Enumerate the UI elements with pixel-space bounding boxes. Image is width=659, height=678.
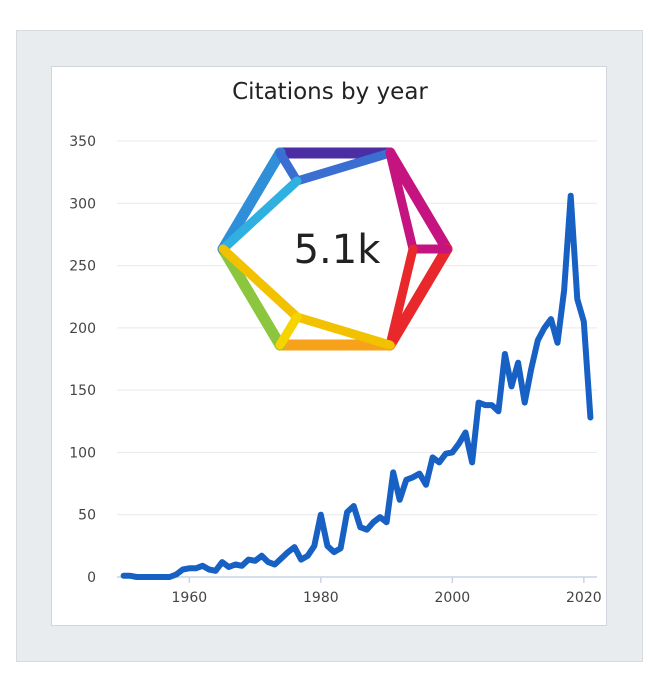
y-tick-label: 250 bbox=[69, 259, 96, 275]
series-line bbox=[120, 192, 594, 580]
series-layer bbox=[120, 192, 594, 580]
y-tick-label: 200 bbox=[69, 321, 96, 337]
badge-facet bbox=[218, 176, 302, 254]
y-tick-label: 100 bbox=[69, 445, 96, 461]
badge-hexagon-icon bbox=[217, 147, 453, 351]
citation-badge: 5.1k bbox=[217, 147, 453, 351]
chart-card: 5.1k 0 50 100 150 200 250 300 350 1960 1980 2000 2… bbox=[51, 66, 607, 626]
badge-edge bbox=[384, 147, 453, 255]
badge-facet bbox=[385, 244, 418, 350]
y-tick-label: 300 bbox=[69, 196, 96, 212]
chart-title: Citations by year bbox=[232, 79, 428, 105]
y-tick-label: 0 bbox=[87, 570, 96, 586]
y-tick-label: 150 bbox=[69, 383, 96, 399]
x-tick-label: 1980 bbox=[303, 590, 339, 606]
badge-facet bbox=[275, 312, 302, 350]
badge-edge bbox=[217, 243, 286, 351]
x-axis-ticks: 1960 1980 2000 2020 bbox=[172, 577, 602, 606]
y-axis-ticks: 0 50 100 150 200 250 300 350 bbox=[69, 134, 96, 586]
badge-value: 5.1k bbox=[294, 227, 382, 273]
x-tick-label: 2020 bbox=[566, 590, 602, 606]
x-tick-label: 2000 bbox=[435, 590, 471, 606]
y-tick-label: 50 bbox=[78, 508, 96, 524]
x-tick-label: 1960 bbox=[172, 590, 208, 606]
citations-chart: 5.1k 0 50 100 150 200 250 300 350 1960 1980 2000 2… bbox=[69, 79, 602, 606]
badge-edge bbox=[217, 147, 286, 255]
y-tick-label: 350 bbox=[69, 134, 96, 150]
badge-edge bbox=[384, 243, 453, 351]
